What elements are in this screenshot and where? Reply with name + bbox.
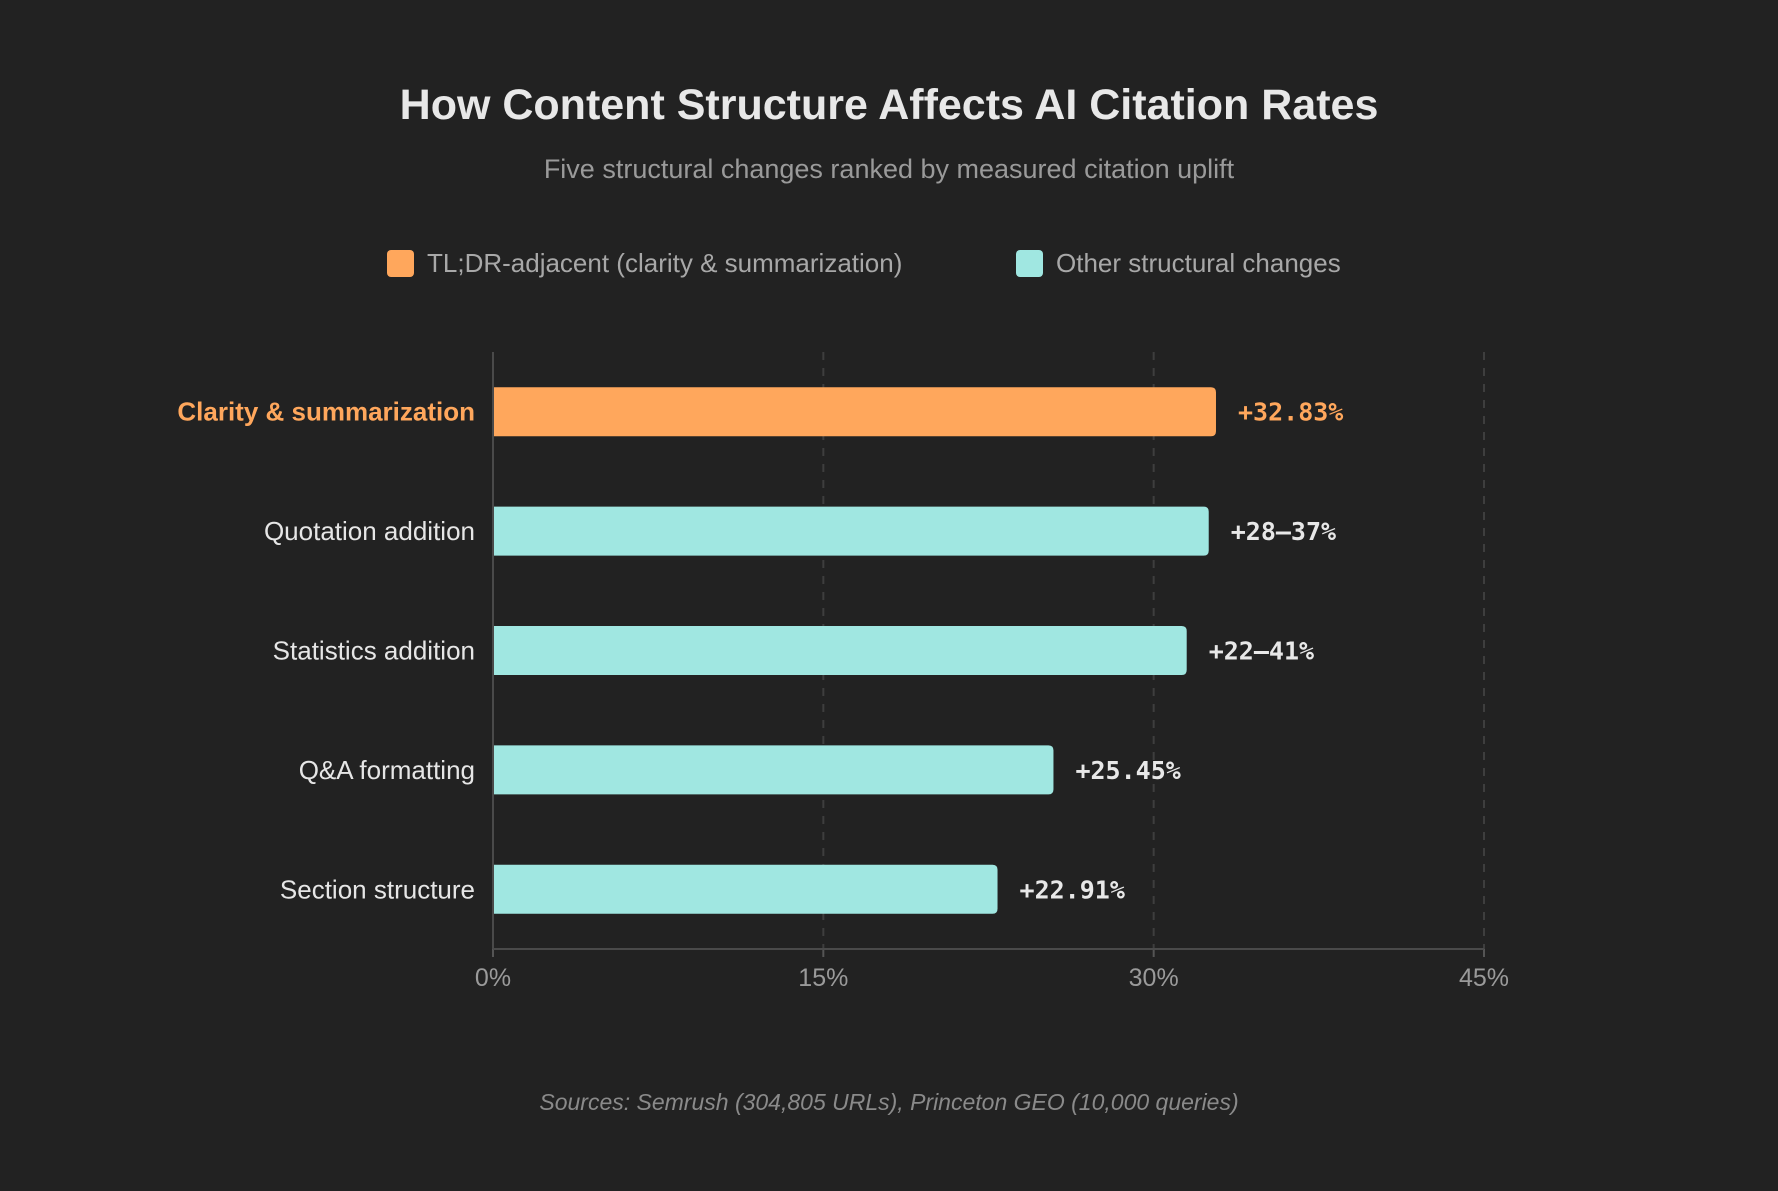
legend-swatch-highlight xyxy=(387,250,414,277)
x-tick-label: 30% xyxy=(1129,964,1179,992)
chart-subtitle: Five structural changes ranked by measur… xyxy=(544,154,1235,184)
category-label: Quotation addition xyxy=(264,516,475,546)
source-note: Sources: Semrush (304,805 URLs), Princet… xyxy=(539,1089,1238,1115)
bar xyxy=(493,745,1054,795)
chart-title: How Content Structure Affects AI Citatio… xyxy=(400,81,1379,129)
legend-label-other: Other structural changes xyxy=(1056,248,1341,278)
x-tick-label: 15% xyxy=(798,964,848,992)
data-label: +25.45% xyxy=(1075,756,1180,785)
x-tick-label: 0% xyxy=(475,964,511,992)
data-label: +28–37% xyxy=(1231,517,1336,546)
category-label: Statistics addition xyxy=(273,636,475,666)
bar xyxy=(493,864,998,914)
bar xyxy=(493,506,1209,556)
x-tick-label: 45% xyxy=(1459,964,1509,992)
legend-label-highlight: TL;DR-adjacent (clarity & summarization) xyxy=(427,248,902,278)
bar xyxy=(493,387,1216,437)
data-label: +22–41% xyxy=(1209,637,1314,666)
legend: TL;DR-adjacent (clarity & summarization)… xyxy=(387,248,1341,278)
data-label: +32.83% xyxy=(1238,398,1343,427)
legend-swatch-other xyxy=(1016,250,1043,277)
category-label: Clarity & summarization xyxy=(177,397,475,427)
category-label: Section structure xyxy=(280,874,475,904)
category-label: Q&A formatting xyxy=(299,755,475,785)
bar xyxy=(493,626,1187,675)
data-label: +22.91% xyxy=(1020,875,1125,904)
